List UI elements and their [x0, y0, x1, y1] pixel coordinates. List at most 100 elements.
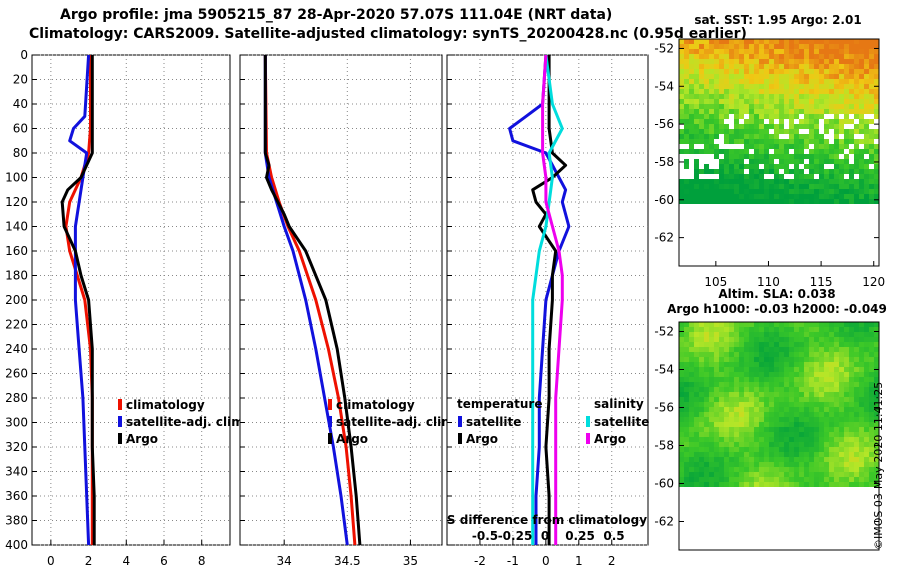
map-cell — [799, 452, 804, 457]
map-cell — [744, 44, 749, 49]
map-cell — [794, 99, 799, 104]
map-cell — [814, 64, 819, 69]
map-cell — [739, 342, 744, 347]
map-cell — [769, 84, 774, 89]
map-cell — [864, 432, 869, 437]
map-cell — [779, 362, 784, 367]
map-cell — [849, 89, 854, 94]
map-cell — [779, 337, 784, 342]
map-cell — [864, 437, 869, 442]
map-cell — [734, 69, 739, 74]
map-cell — [859, 482, 864, 487]
map-cell — [764, 427, 769, 432]
map-cell — [774, 194, 779, 199]
map-cell — [854, 432, 859, 437]
map-cell — [854, 79, 859, 84]
map-cell — [864, 104, 869, 109]
map-cell — [714, 144, 719, 149]
map-cell — [709, 322, 714, 327]
map-cell — [814, 432, 819, 437]
map-cell — [764, 164, 769, 169]
map-cell — [809, 74, 814, 79]
map-cell — [719, 119, 724, 124]
map-cell — [869, 462, 874, 467]
map-cell — [834, 397, 839, 402]
map-cell — [719, 347, 724, 352]
map-cell — [724, 467, 729, 472]
map-cell — [809, 357, 814, 362]
map-cell — [734, 109, 739, 114]
map-cell — [679, 372, 684, 377]
map-cell — [774, 427, 779, 432]
map-cell — [779, 79, 784, 84]
map-cell — [694, 437, 699, 442]
map-cell — [759, 199, 764, 204]
map-cell — [709, 362, 714, 367]
map-cell — [789, 332, 794, 337]
map-cell — [709, 432, 714, 437]
map-cell — [704, 357, 709, 362]
map-cell — [699, 412, 704, 417]
map-cell — [769, 54, 774, 59]
map-cell — [864, 442, 869, 447]
map-cell — [784, 472, 789, 477]
map-cell — [854, 164, 859, 169]
map-cell — [859, 372, 864, 377]
map-cell — [704, 402, 709, 407]
map-cell — [859, 417, 864, 422]
map-cell — [804, 477, 809, 482]
map-cell — [814, 377, 819, 382]
map-cell — [814, 347, 819, 352]
map-cell — [754, 387, 759, 392]
map-cell — [734, 342, 739, 347]
map-cell — [774, 199, 779, 204]
map-cell — [799, 169, 804, 174]
map-cell — [839, 179, 844, 184]
map-cell — [749, 417, 754, 422]
map-cell — [794, 79, 799, 84]
map-cell — [759, 442, 764, 447]
map-cell — [769, 109, 774, 114]
map-cell — [849, 372, 854, 377]
map-cell — [874, 64, 879, 69]
map-cell — [869, 377, 874, 382]
map-cell — [779, 109, 784, 114]
map-cell — [759, 367, 764, 372]
map-cell — [824, 194, 829, 199]
map-cell — [864, 452, 869, 457]
map-cell — [859, 352, 864, 357]
map-cell — [739, 189, 744, 194]
map-cell — [844, 382, 849, 387]
map-cell — [724, 447, 729, 452]
map-cell — [764, 94, 769, 99]
map-cell — [714, 427, 719, 432]
map-cell — [699, 417, 704, 422]
map-cell — [729, 482, 734, 487]
map-cell — [724, 154, 729, 159]
map-cell — [814, 59, 819, 64]
map-cell — [814, 427, 819, 432]
map-cell — [734, 39, 739, 44]
map-cell — [699, 347, 704, 352]
map-cell — [814, 39, 819, 44]
map-cell — [829, 442, 834, 447]
map-cell — [804, 134, 809, 139]
map-cell — [864, 342, 869, 347]
map-cell — [824, 402, 829, 407]
map-cell — [714, 194, 719, 199]
map-cell — [809, 164, 814, 169]
map-cell — [844, 407, 849, 412]
map-cell — [794, 114, 799, 119]
map-cell — [869, 432, 874, 437]
map-cell — [724, 134, 729, 139]
map-cell — [779, 442, 784, 447]
map-cell — [859, 89, 864, 94]
map-cell — [739, 79, 744, 84]
map-cell — [734, 124, 739, 129]
map-cell — [784, 342, 789, 347]
map-cell — [724, 382, 729, 387]
map-cell — [714, 422, 719, 427]
map-cell — [819, 84, 824, 89]
legend-label: satellite-adj. clim. — [126, 415, 248, 429]
map-cell — [774, 477, 779, 482]
